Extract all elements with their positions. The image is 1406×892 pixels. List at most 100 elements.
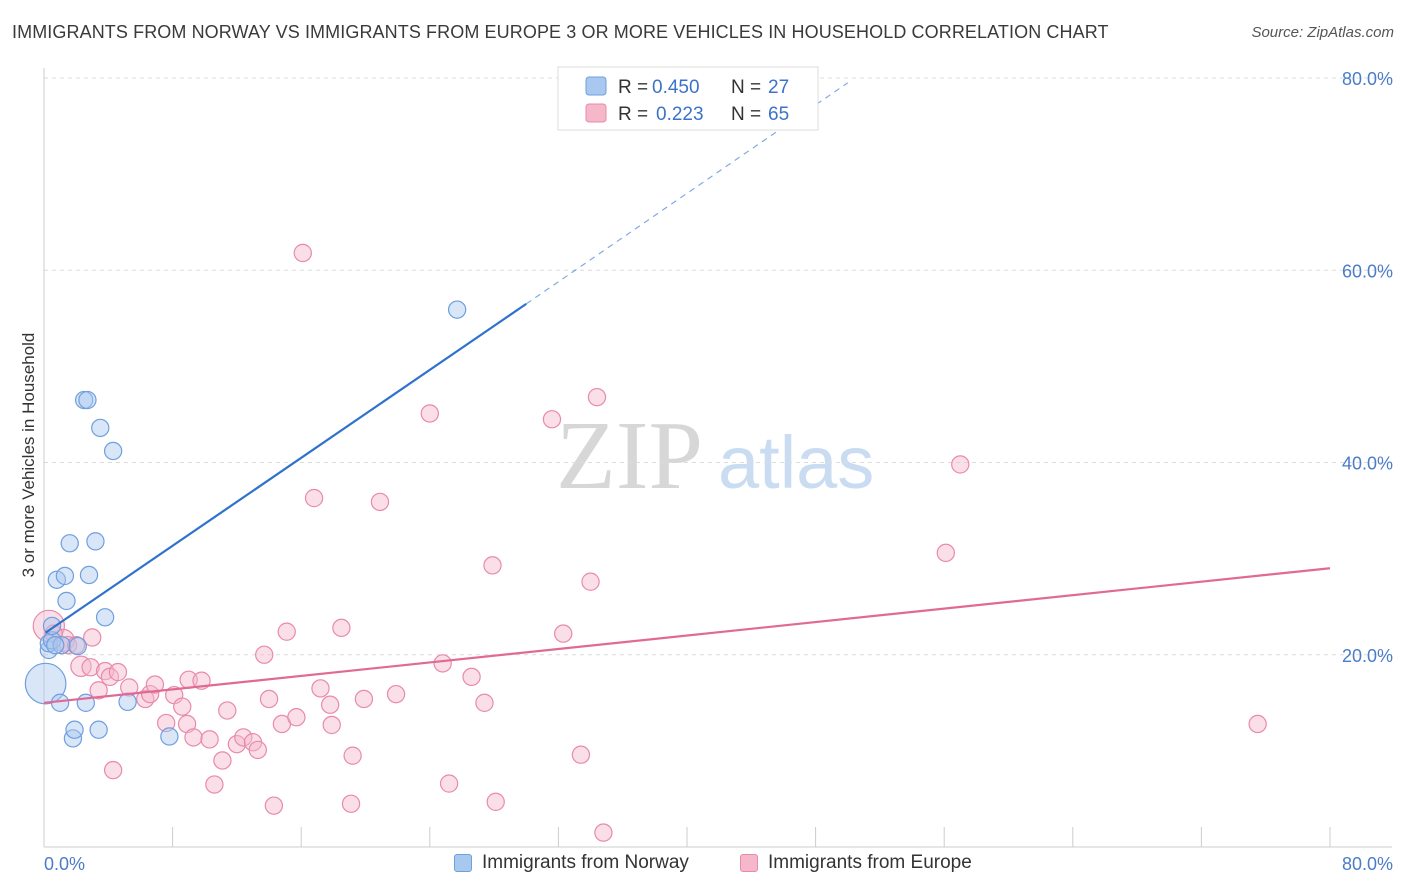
europe-point xyxy=(439,774,459,793)
europe-point xyxy=(320,695,340,714)
europe-point xyxy=(587,387,607,407)
europe-point xyxy=(304,488,324,508)
norway-point xyxy=(95,608,115,627)
europe-point xyxy=(156,713,176,733)
europe-point xyxy=(120,678,139,697)
legend-norway-n-label: N = xyxy=(731,77,761,98)
europe-point xyxy=(248,740,267,760)
y-axis-label: 3 or more Vehicles in Household xyxy=(19,333,38,578)
europe-point xyxy=(255,645,274,664)
europe-point xyxy=(227,734,247,754)
europe-point xyxy=(218,701,237,720)
europe-point xyxy=(370,492,390,512)
europe-point xyxy=(581,572,600,591)
norway-point xyxy=(65,720,84,739)
europe-point xyxy=(322,715,341,735)
x-tick-labels: 0.0% 80.0% xyxy=(44,854,1393,874)
trendlines xyxy=(43,82,1331,704)
europe-point xyxy=(293,243,312,263)
europe-point xyxy=(951,455,970,474)
europe-point xyxy=(200,730,219,749)
europe-point xyxy=(542,410,562,429)
norway-point xyxy=(89,720,108,739)
y-tick-label: 20.0% xyxy=(1342,646,1393,666)
europe-point xyxy=(594,823,613,842)
europe-points xyxy=(32,243,1267,842)
europe-point xyxy=(433,654,452,673)
axes xyxy=(43,68,1392,848)
europe-point xyxy=(103,760,123,780)
norway-point xyxy=(52,635,71,655)
norway-point xyxy=(79,565,99,585)
norway-points xyxy=(24,300,467,748)
europe-point xyxy=(70,655,92,678)
y-tick-labels: 20.0% 40.0% 60.0% 80.0% xyxy=(1342,69,1393,666)
chart-title: IMMIGRANTS FROM NORWAY VS IMMIGRANTS FRO… xyxy=(12,22,1109,42)
legend-norway-item: Immigrants from Norway xyxy=(454,852,689,874)
europe-point xyxy=(66,635,86,655)
europe-point xyxy=(145,675,165,694)
norway-point xyxy=(60,534,79,553)
europe-point xyxy=(354,689,374,709)
legend-europe-r-label: R = xyxy=(618,104,648,125)
legend-europe-label: Immigrants from Europe xyxy=(768,852,972,873)
y-tick-label: 60.0% xyxy=(1342,261,1393,281)
norway-point xyxy=(91,418,110,438)
norway-trendline xyxy=(44,302,527,634)
legend-norway-swatch xyxy=(585,76,607,96)
legend-europe-swatch xyxy=(585,103,607,123)
y-tick-label: 80.0% xyxy=(1342,69,1393,89)
norway-point xyxy=(118,692,137,712)
x-tick-label: 80.0% xyxy=(1342,854,1393,874)
gridlines xyxy=(44,77,1392,656)
europe-point xyxy=(213,751,232,770)
legend-europe-n-label: N = xyxy=(731,104,761,125)
europe-point xyxy=(475,693,494,712)
europe-point xyxy=(462,667,481,687)
norway-point xyxy=(57,591,76,611)
legend-norway-n-value: 27 xyxy=(768,77,789,98)
norway-point xyxy=(160,727,179,746)
watermark: ZIP atlas xyxy=(556,402,874,510)
legend-norway-bottom-swatch xyxy=(454,854,472,872)
legend-norway-r-label: R = xyxy=(618,77,648,98)
norway-point xyxy=(55,566,75,586)
norway-point xyxy=(68,636,87,656)
norway-point xyxy=(103,441,123,461)
europe-point xyxy=(81,658,100,677)
europe-point xyxy=(277,622,296,641)
europe-point xyxy=(420,404,439,423)
norway-point xyxy=(46,635,65,655)
europe-point xyxy=(140,684,160,704)
norway-point xyxy=(78,390,97,410)
watermark-zip: ZIP xyxy=(556,402,703,510)
europe-point xyxy=(89,681,108,700)
norway-point xyxy=(447,300,467,319)
europe-point xyxy=(1248,714,1267,734)
legend-europe-n-value: 65 xyxy=(768,104,789,125)
europe-point xyxy=(571,745,591,764)
europe-point xyxy=(95,661,115,681)
europe-point xyxy=(173,697,192,716)
europe-point xyxy=(343,746,362,765)
europe-trendline xyxy=(43,567,1331,704)
x-tick-label: 0.0% xyxy=(44,854,85,874)
europe-point xyxy=(311,679,330,698)
norway-point xyxy=(86,532,105,551)
europe-point xyxy=(234,728,253,747)
legend-europe-r-value: 0.223 xyxy=(656,104,704,125)
europe-point xyxy=(287,708,306,727)
y-tick-label: 40.0% xyxy=(1342,454,1393,474)
legend-norway-r-value: 0.450 xyxy=(652,77,700,98)
europe-point xyxy=(83,628,102,647)
europe-point xyxy=(205,775,224,794)
legend-europe-bottom-swatch xyxy=(740,854,758,872)
legend-norway-label: Immigrants from Norway xyxy=(482,852,689,873)
legend-top: R = 0.450 N = 27 R = 0.223 N = 65 xyxy=(557,66,819,131)
europe-point xyxy=(554,624,573,643)
europe-point xyxy=(386,684,406,704)
legend-europe-item: Immigrants from Europe xyxy=(740,852,972,874)
europe-point xyxy=(108,662,128,682)
europe-point xyxy=(341,794,361,813)
